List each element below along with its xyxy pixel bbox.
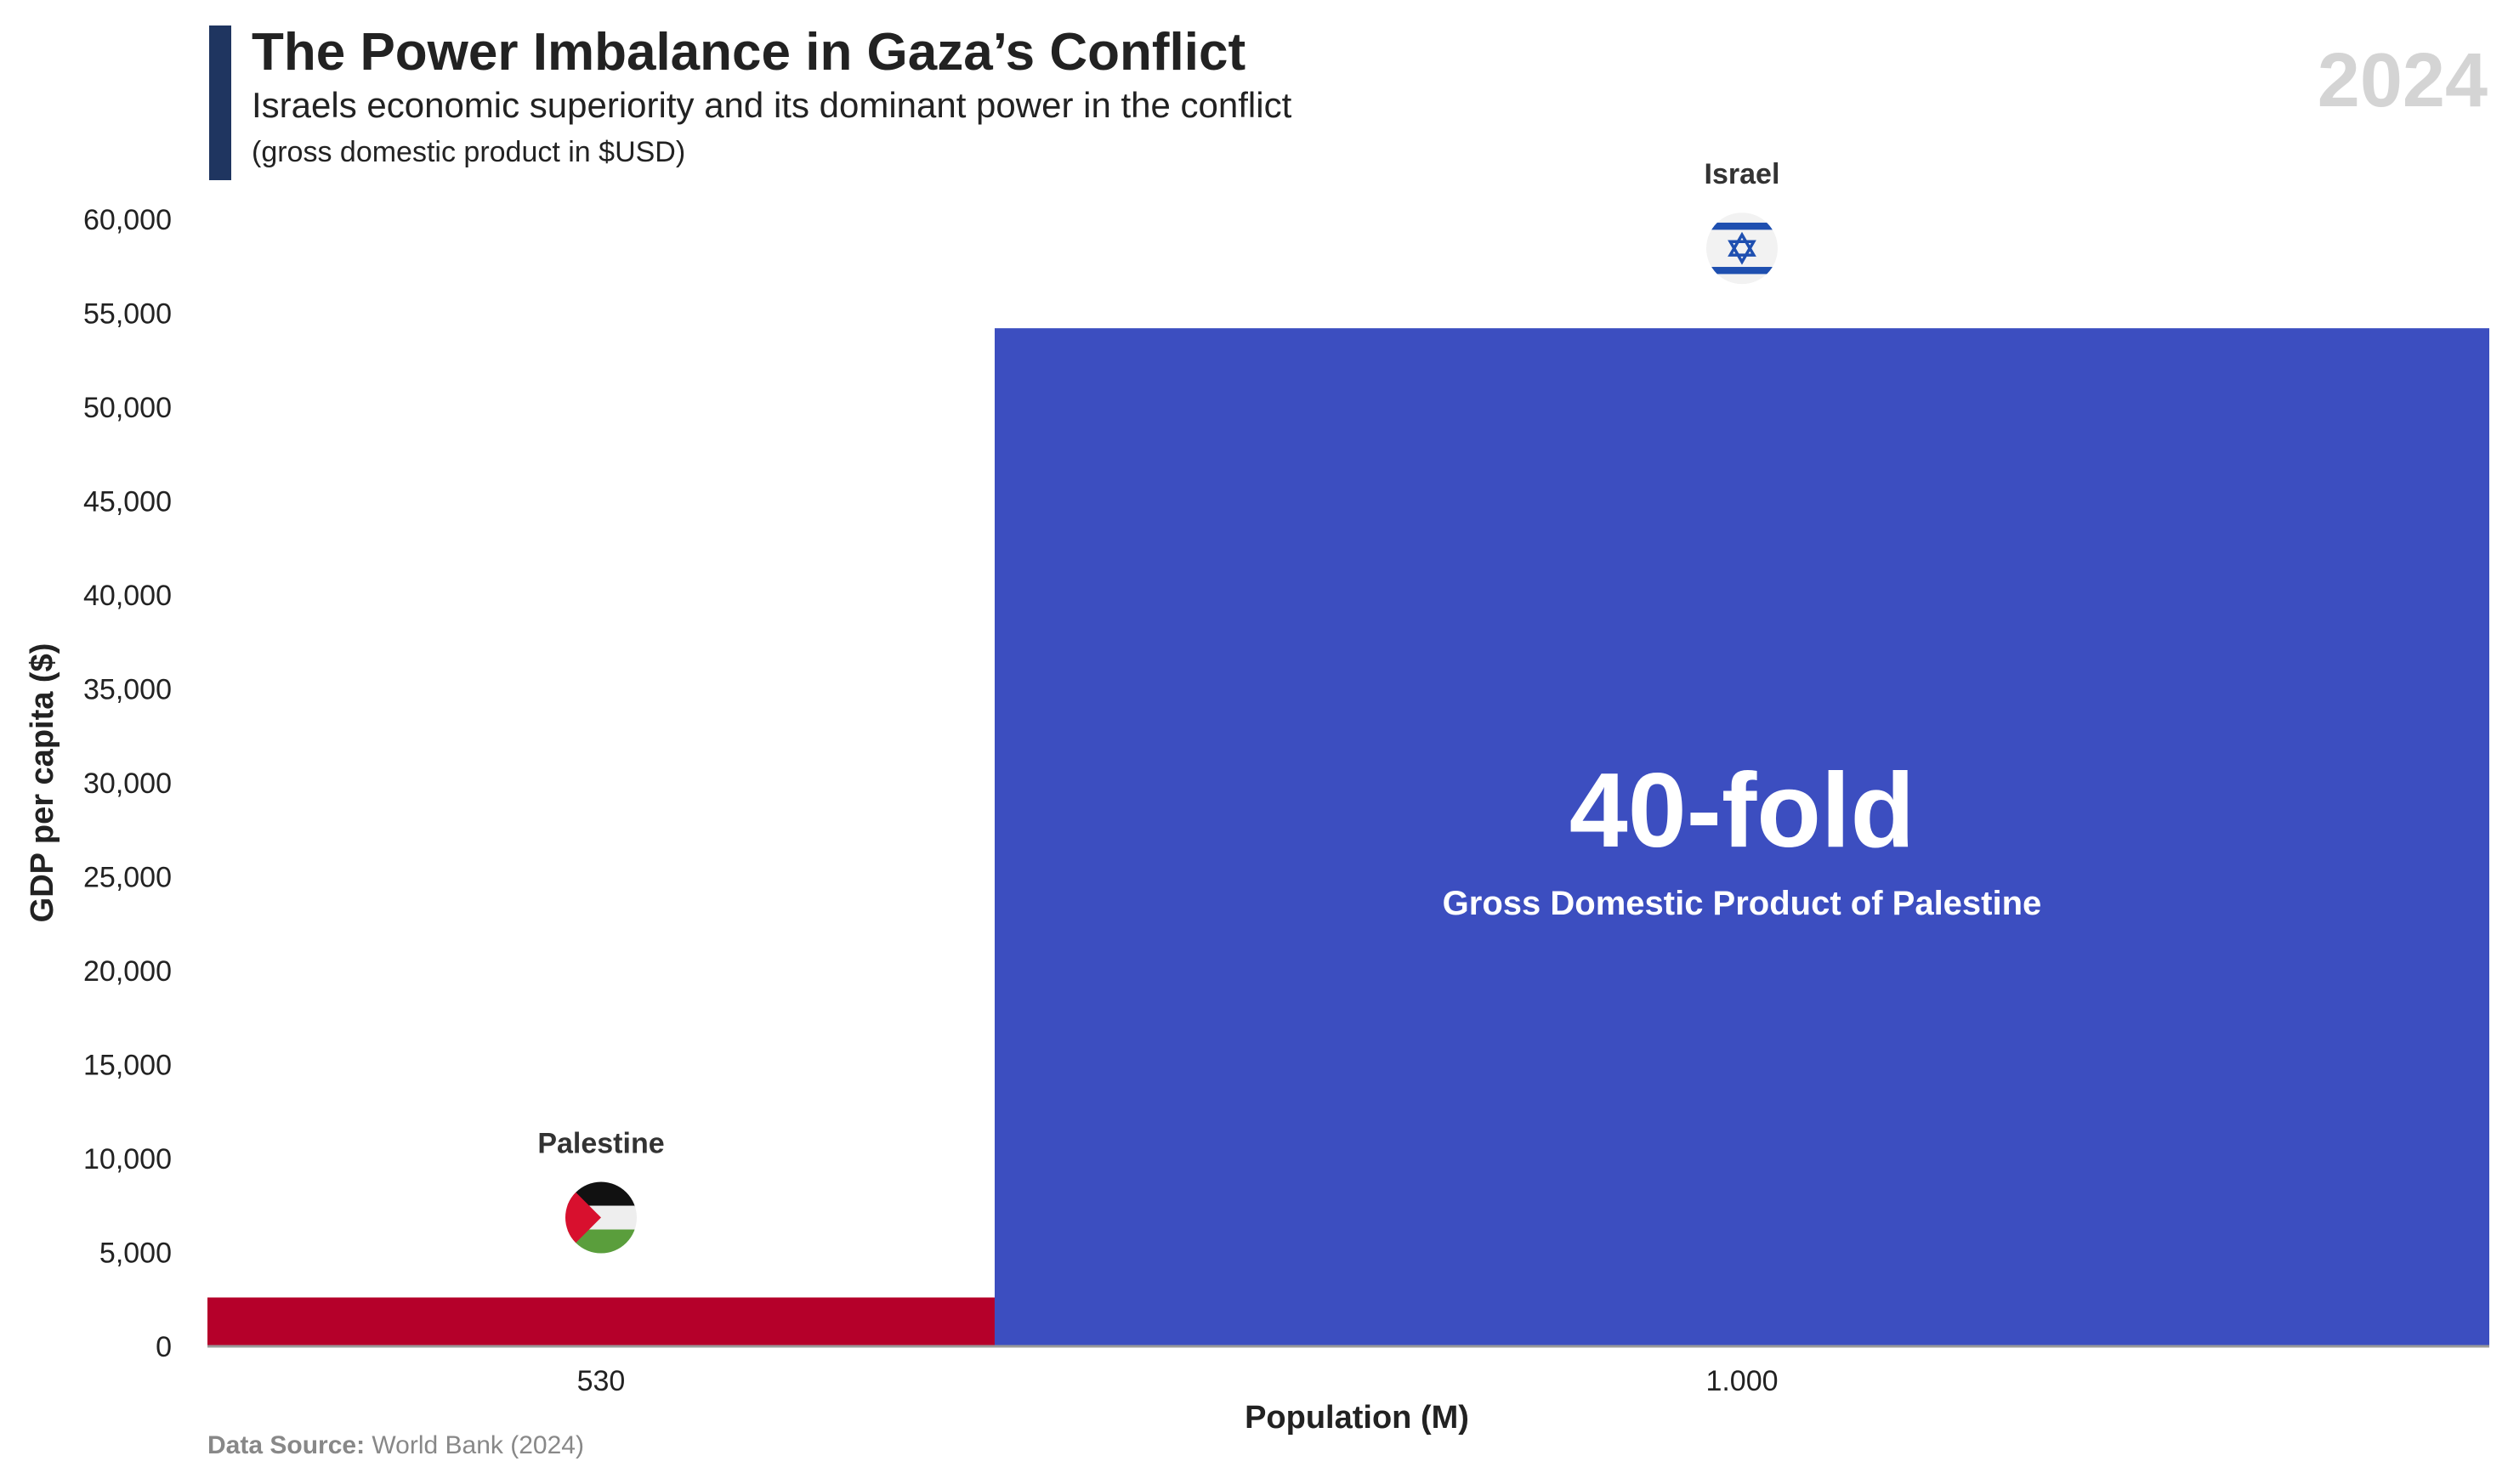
data-source-label: Data Source: — [207, 1431, 366, 1459]
chart-subtitle: Israels economic superiority and its dom… — [252, 85, 1292, 125]
data-source: Data Source: World Bank (2024) — [207, 1431, 584, 1460]
bar-palestine — [207, 1297, 995, 1346]
bar-label-israel: Israel — [1705, 158, 1780, 190]
annotation-fold: 40-fold — [1569, 752, 1915, 869]
chart-title: The Power Imbalance in Gaza’s Conflict — [252, 23, 1246, 82]
x-tick-label: 530 — [577, 1365, 626, 1397]
x-axis-label: Population (M) — [1245, 1400, 1469, 1436]
annotation-caption: Gross Domestic Product of Palestine — [1443, 885, 2042, 922]
y-tick-label: 20,000 — [83, 955, 172, 988]
y-tick-label: 10,000 — [83, 1143, 172, 1175]
israel-flag-icon — [1705, 212, 1778, 285]
bar-label-palestine: Palestine — [537, 1128, 664, 1160]
y-tick-label: 30,000 — [83, 767, 172, 800]
title-accent-bar — [209, 25, 231, 180]
chart-note: (gross domestic product in $USD) — [252, 136, 686, 168]
y-tick-label: 40,000 — [83, 580, 172, 612]
y-tick-label: 45,000 — [83, 486, 172, 518]
y-tick-label: 55,000 — [83, 298, 172, 331]
y-tick-label: 35,000 — [83, 674, 172, 706]
palestine-flag-icon — [565, 1181, 637, 1254]
y-tick-label: 15,000 — [83, 1050, 172, 1082]
y-tick-label: 50,000 — [83, 392, 172, 424]
y-tick-label: 60,000 — [83, 204, 172, 236]
x-tick-label: 1.000 — [1705, 1365, 1778, 1397]
year-label: 2024 — [2317, 38, 2488, 123]
y-tick-label: 25,000 — [83, 862, 172, 894]
data-source-text: World Bank (2024) — [372, 1431, 584, 1459]
y-axis-label: GDP per capita ($) — [25, 643, 60, 923]
bar-israel — [994, 328, 2489, 1347]
y-tick-label: 5,000 — [99, 1238, 172, 1270]
y-tick-label: 0 — [156, 1331, 172, 1363]
